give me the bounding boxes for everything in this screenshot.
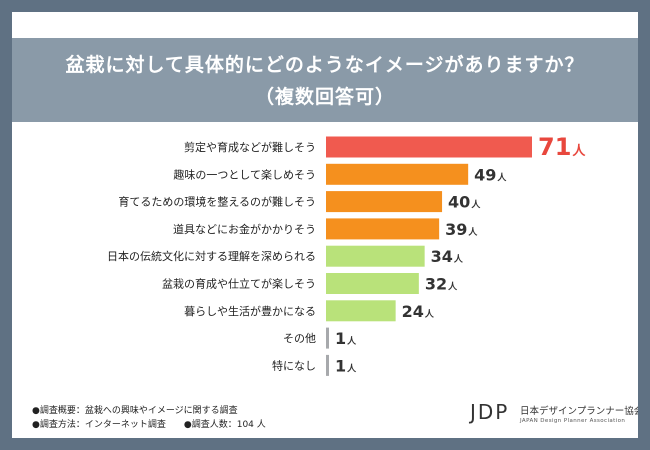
bar	[326, 191, 443, 213]
category-label: 暮らしや生活が豊かになる	[184, 304, 316, 318]
bar	[326, 245, 425, 267]
jdp-name-en: JAPAN Design Planner Association	[520, 418, 626, 424]
category-label: 剪定や育成などが難しそう	[184, 140, 316, 154]
bar	[326, 218, 440, 240]
bar	[326, 163, 469, 185]
value-label: 71人	[538, 133, 586, 161]
survey-method: ●調査方法：インターネット調査	[32, 420, 166, 430]
survey-overview: ●調査概要：盆栽への興味やイメージに関する調査	[32, 406, 238, 416]
question-header: 盆栽に対して具体的にどのようなイメージがありますか？ （複数回答可）	[12, 38, 638, 122]
jdp-logo: JDP 日本デザインプランナー協会 JAPAN Design Planner A…	[470, 400, 638, 430]
value-label: 49人	[474, 165, 507, 184]
value-label: 39人	[445, 220, 478, 239]
survey-respondents: ●調査人数：104 人	[183, 420, 266, 430]
infographic-card: 盆栽に対して具体的にどのようなイメージがありますか？ （複数回答可） 剪定や育成…	[12, 12, 638, 438]
category-label: 盆栽の育成や仕立てが楽しそう	[162, 277, 316, 291]
bar	[326, 136, 532, 158]
value-label: 1人	[335, 356, 357, 375]
question-subtitle: （複数回答可）	[254, 86, 395, 108]
bar	[326, 327, 329, 349]
category-label: その他	[283, 332, 316, 345]
category-label: 日本の伝統文化に対する理解を深められる	[107, 249, 316, 263]
jdp-name-jp: 日本デザインプランナー協会	[520, 406, 638, 417]
bar	[326, 300, 396, 322]
question-title: 盆栽に対して具体的にどのようなイメージがありますか？	[65, 54, 585, 76]
bar	[326, 273, 419, 294]
survey-footnotes: ●調査概要：盆栽への興味やイメージに関する調査 ●調査方法：インターネット調査 ●…	[32, 404, 266, 432]
jdp-logo-mark: JDP	[470, 400, 510, 424]
value-label: 34人	[431, 247, 464, 266]
value-label: 32人	[425, 275, 458, 294]
category-label: 育てるための環境を整えるのが難しそう	[118, 195, 316, 209]
value-label: 40人	[448, 193, 481, 212]
category-label: 特になし	[272, 358, 316, 372]
category-label: 道具などにお金がかかりそう	[173, 222, 316, 236]
category-label: 趣味の一つとして楽しめそう	[173, 167, 316, 181]
value-label: 1人	[335, 329, 357, 348]
value-label: 24人	[402, 302, 435, 321]
bar	[326, 354, 329, 376]
